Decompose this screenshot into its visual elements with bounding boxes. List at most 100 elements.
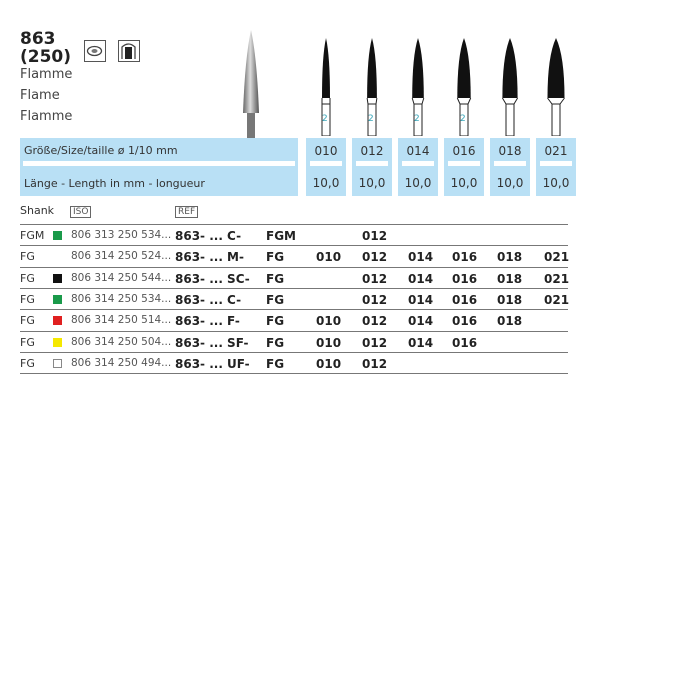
- bur-drawing: [321, 38, 331, 136]
- ref-number: 863- ... UF-: [175, 356, 250, 371]
- available-size[interactable]: 021: [544, 250, 570, 265]
- table-row[interactable]: FG 806 314 250 534... 863- ... C- FG 012 01…: [20, 287, 570, 310]
- ref-shank: FGM: [266, 229, 296, 243]
- length-value: 10,0: [404, 176, 432, 190]
- length-value: 10,0: [450, 176, 478, 190]
- name-en: Flame: [20, 88, 60, 103]
- bur-drawing: [456, 38, 472, 136]
- bur-drawing: [547, 38, 565, 136]
- table-row[interactable]: FG 806 314 250 494... 863- ... UF- FG 010 0…: [20, 351, 568, 374]
- available-size[interactable]: 021: [544, 292, 570, 307]
- iso-header: ISO: [70, 206, 92, 218]
- crown-prep-icon: [118, 40, 140, 62]
- size-value: 010: [314, 144, 338, 158]
- ref-shank: FG: [266, 292, 285, 307]
- available-size[interactable]: 010: [316, 356, 342, 371]
- shank-type: FG: [20, 356, 35, 370]
- available-size[interactable]: 016: [452, 292, 478, 307]
- ref-shank: FG: [266, 356, 285, 371]
- available-size[interactable]: 014: [408, 271, 434, 286]
- bur-drawing: [366, 38, 378, 136]
- shank-type: FG: [20, 314, 35, 328]
- available-size[interactable]: 018: [497, 271, 523, 286]
- length-value: 10,0: [312, 176, 340, 190]
- iso-number: 806 314 250 534...: [71, 292, 172, 305]
- size-value: 018: [498, 144, 522, 158]
- table-row[interactable]: FG 806 314 250 504... 863- ... SF- FG 010 0…: [20, 330, 568, 353]
- ref-number: 863- ... SF-: [175, 335, 249, 350]
- grit-color-swatch: [53, 294, 62, 304]
- oral-tissue-icon: [84, 40, 106, 62]
- length-value: 10,0: [542, 176, 570, 190]
- shank-type: FG: [20, 292, 35, 306]
- size-column: 021 10,0: [536, 138, 576, 196]
- table-row[interactable]: FGM 806 313 250 534... 863- ... C- FGM 012: [20, 224, 568, 246]
- ref-number: 863- ... SC-: [175, 271, 250, 286]
- shank-type: FG: [20, 271, 35, 285]
- grit-color-swatch: [53, 337, 62, 347]
- table-row[interactable]: FG 806 314 250 524... 863- ... M- FG 010 01…: [20, 245, 570, 267]
- available-size[interactable]: 010: [316, 335, 342, 350]
- available-size[interactable]: 010: [316, 314, 342, 329]
- available-size[interactable]: 021: [544, 271, 570, 286]
- size-band: Größe/Size/taille ø 1/10 mm Länge - Leng…: [20, 138, 298, 196]
- shank-header: Shank: [20, 204, 55, 217]
- bur-drawing: [501, 38, 519, 136]
- available-size[interactable]: 012: [362, 229, 388, 243]
- iso-number: 806 313 250 534...: [71, 229, 172, 241]
- available-size[interactable]: 018: [497, 250, 523, 265]
- available-size[interactable]: 018: [497, 292, 523, 307]
- iso-code: (250): [20, 47, 72, 67]
- ref-number: 863- ... F-: [175, 314, 240, 329]
- ref-shank: FG: [266, 335, 285, 350]
- size-label: Größe/Size/taille ø 1/10 mm: [24, 144, 178, 157]
- name-de: Flamme: [20, 67, 73, 82]
- grit-color-swatch: [53, 231, 62, 240]
- available-size[interactable]: 016: [452, 250, 478, 265]
- shank-type: FG: [20, 250, 35, 264]
- available-size[interactable]: 014: [408, 250, 434, 265]
- table-row[interactable]: FG 806 314 250 544... 863- ... SC- FG 012 0…: [20, 266, 570, 289]
- grit-color-swatch: [53, 358, 62, 368]
- available-size[interactable]: 016: [452, 314, 478, 329]
- table-bottom-rule: [20, 373, 568, 374]
- shank-type: FG: [20, 335, 35, 349]
- ring-marking: 2: [414, 114, 420, 124]
- available-size[interactable]: 012: [362, 314, 388, 329]
- available-size[interactable]: 012: [362, 250, 388, 265]
- available-size[interactable]: 012: [362, 292, 388, 307]
- iso-number: 806 314 250 524...: [71, 250, 172, 263]
- available-size[interactable]: 010: [316, 250, 342, 265]
- available-size[interactable]: 012: [362, 356, 388, 371]
- size-value: 012: [360, 144, 384, 158]
- ref-shank: FG: [266, 271, 285, 286]
- available-size[interactable]: 018: [497, 314, 523, 329]
- size-value: 014: [406, 144, 430, 158]
- size-column: 012 10,0: [352, 138, 392, 196]
- size-column: 010 10,0: [306, 138, 346, 196]
- table-row[interactable]: FG 806 314 250 514... 863- ... F- FG 010 01…: [20, 309, 568, 331]
- available-size[interactable]: 014: [408, 335, 434, 350]
- bur-photo: [243, 30, 259, 138]
- ref-shank: FG: [266, 250, 285, 265]
- available-size[interactable]: 012: [362, 271, 388, 286]
- ref-shank: FG: [266, 314, 285, 329]
- length-value: 10,0: [496, 176, 524, 190]
- available-size[interactable]: 014: [408, 292, 434, 307]
- iso-number: 806 314 250 504...: [71, 335, 172, 348]
- bur-drawing: [411, 38, 425, 136]
- size-value: 021: [544, 144, 568, 158]
- available-size[interactable]: 016: [452, 335, 478, 350]
- ref-number: 863- ... M-: [175, 250, 244, 265]
- available-size[interactable]: 014: [408, 314, 434, 329]
- length-value: 10,0: [358, 176, 386, 190]
- size-column: 014 10,0: [398, 138, 438, 196]
- iso-number: 806 314 250 514...: [71, 314, 172, 327]
- available-size[interactable]: 016: [452, 271, 478, 286]
- available-size[interactable]: 012: [362, 335, 388, 350]
- iso-number: 806 314 250 544...: [71, 271, 172, 284]
- shank-type: FGM: [20, 229, 45, 242]
- ref-number: 863- ... C-: [175, 292, 242, 307]
- ref-header: REF: [175, 206, 199, 218]
